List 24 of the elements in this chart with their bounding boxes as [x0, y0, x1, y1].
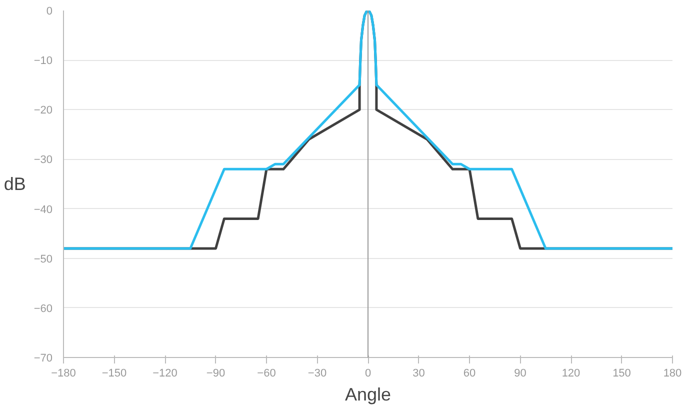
x-tick-label: 180 — [663, 368, 682, 380]
y-tick-label: −20 — [34, 104, 53, 117]
y-tick-label: −70 — [34, 352, 53, 364]
y-tick-label: −40 — [34, 204, 53, 216]
x-tick-label: 150 — [612, 368, 631, 380]
y-tick-label: −60 — [34, 302, 53, 315]
x-tick-label: 0 — [364, 368, 372, 380]
x-tick-label: −120 — [152, 368, 178, 380]
x-tick-label: −150 — [102, 368, 127, 380]
x-tick-label: −90 — [206, 368, 226, 380]
x-tick-label: −30 — [308, 368, 327, 380]
x-tick-label: 120 — [562, 368, 580, 380]
y-tick-label: −10 — [34, 55, 53, 68]
x-axis-title: Angle — [344, 384, 392, 404]
y-tick-label: −30 — [34, 154, 53, 166]
y-axis-title: dB — [4, 174, 26, 194]
x-tick-label: −60 — [257, 368, 276, 380]
x-tick-label: 90 — [514, 368, 526, 380]
x-tick-label: 60 — [463, 368, 476, 380]
line-series — [64, 10, 672, 250]
x-tick-label: −180 — [51, 368, 76, 380]
y-tick-label: 0 — [46, 6, 53, 18]
x-tick-label: 30 — [412, 368, 425, 380]
y-tick-label: −50 — [34, 253, 53, 266]
